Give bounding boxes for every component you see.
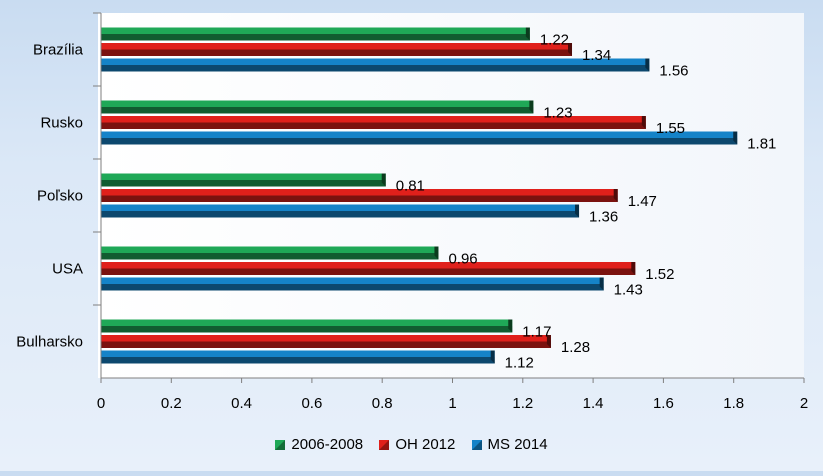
bar-2-1-cap: [568, 43, 573, 56]
x-tick-label-10: 2: [800, 395, 808, 412]
legend-label-series-1: 2006-2008: [291, 436, 364, 453]
category-label-3: Poľsko: [37, 188, 83, 205]
bar-2-1-bottom: [101, 49, 573, 56]
legend-label-series-2: OH 2012: [395, 436, 456, 453]
legend-item-series-1: 2006-2008: [275, 436, 363, 453]
data-label-3-2: 1.81: [747, 136, 776, 153]
bar-3-2-cap: [733, 131, 738, 145]
bar-1-5-cap: [508, 319, 513, 333]
bar-2-4-top: [101, 262, 636, 269]
bar-2-1-top: [101, 43, 573, 50]
bar-1-2-cap: [529, 100, 534, 114]
x-tick-label-7: 1.4: [583, 395, 604, 412]
category-label-1: Brazília: [33, 42, 84, 59]
bar-2-5-cap: [546, 335, 551, 348]
axes-layer: [93, 12, 805, 383]
bar-2-5-top: [101, 335, 551, 342]
x-tick-label-9: 1.8: [723, 395, 744, 412]
bar-3-3-cap: [575, 204, 580, 218]
bar-1-3-cap: [381, 173, 386, 187]
data-label-2-2: 1.55: [656, 120, 685, 137]
bar-3-1-top: [101, 58, 650, 65]
x-tick-label-6: 1.2: [512, 395, 533, 412]
bar-3-1-bottom: [101, 65, 650, 72]
bar-1-2-bottom: [101, 107, 534, 114]
bar-3-2-bottom: [101, 138, 738, 145]
bar-3-1-cap: [645, 58, 650, 72]
x-tick-label-1: 0.2: [161, 395, 182, 412]
bar-1-3-top: [101, 173, 386, 180]
data-label-3-1: 1.56: [659, 63, 688, 80]
bar-3-4-top: [101, 277, 604, 284]
bar-2-2-top: [101, 116, 646, 123]
bar-2-3-top: [101, 189, 618, 196]
bar-2-5-bottom: [101, 341, 551, 348]
x-tick-label-3: 0.6: [301, 395, 322, 412]
bar-3-5-top: [101, 350, 495, 357]
bar-1-5-bottom: [101, 326, 513, 333]
data-label-2-4: 1.52: [645, 266, 674, 283]
bar-3-3-top: [101, 204, 580, 211]
data-label-2-1: 1.34: [582, 47, 611, 64]
x-tick-label-4: 0.8: [372, 395, 393, 412]
legend-item-series-3: MS 2014: [471, 436, 548, 453]
category-label-2: Rusko: [40, 115, 83, 132]
bar-1-4-bottom: [101, 253, 439, 260]
data-label-2-3: 1.47: [628, 193, 657, 210]
x-tick-label-2: 0.4: [231, 395, 252, 412]
bar-1-2-top: [101, 100, 534, 107]
bar-2-2-bottom: [101, 122, 646, 129]
legend-swatch-series-1: [275, 439, 286, 450]
data-label-3-5: 1.12: [505, 355, 534, 372]
bar-2-3-cap: [613, 189, 618, 202]
data-label-2-5: 1.28: [561, 339, 590, 356]
data-label-1-3: 0.81: [396, 178, 425, 195]
bar-1-3-bottom: [101, 180, 386, 187]
data-label-3-3: 1.36: [589, 209, 618, 226]
legend-label-series-3: MS 2014: [487, 436, 548, 453]
bars-layer: [101, 27, 738, 364]
bar-1-4-cap: [434, 246, 439, 260]
category-label-5: Bulharsko: [16, 334, 83, 351]
bar-3-2-top: [101, 131, 738, 138]
x-tick-label-8: 1.6: [653, 395, 674, 412]
bar-3-4-cap: [599, 277, 604, 291]
x-tick-label-5: 1: [448, 395, 456, 412]
legend: 2006-2008 OH 2012 MS 2014: [0, 436, 823, 454]
data-label-1-2: 1.23: [543, 105, 572, 122]
bar-2-4-cap: [631, 262, 636, 275]
legend-swatch-series-2: [379, 439, 390, 450]
bar-1-4-top: [101, 246, 439, 253]
bar-3-5-cap: [490, 350, 495, 364]
legend-swatch-series-3: [471, 439, 482, 450]
data-label-1-5: 1.17: [522, 324, 551, 341]
bar-1-1-top: [101, 27, 530, 34]
category-label-4: USA: [52, 261, 83, 278]
bar-1-5-top: [101, 319, 513, 326]
bar-1-1-bottom: [101, 34, 530, 41]
data-label-3-4: 1.43: [614, 282, 643, 299]
data-label-1-4: 0.96: [448, 251, 477, 268]
bar-3-4-bottom: [101, 284, 604, 291]
data-label-1-1: 1.22: [540, 32, 569, 49]
bar-1-1-cap: [525, 27, 530, 41]
x-tick-label-0: 0: [97, 395, 105, 412]
labels-layer: 1.221.341.56Brazília1.231.551.81Rusko0.8…: [16, 32, 808, 413]
legend-item-series-2: OH 2012: [379, 436, 455, 453]
bar-3-3-bottom: [101, 211, 580, 218]
bar-2-4-bottom: [101, 268, 636, 275]
bar-3-5-bottom: [101, 357, 495, 364]
bar-2-2-cap: [641, 116, 646, 129]
bar-2-3-bottom: [101, 195, 618, 202]
